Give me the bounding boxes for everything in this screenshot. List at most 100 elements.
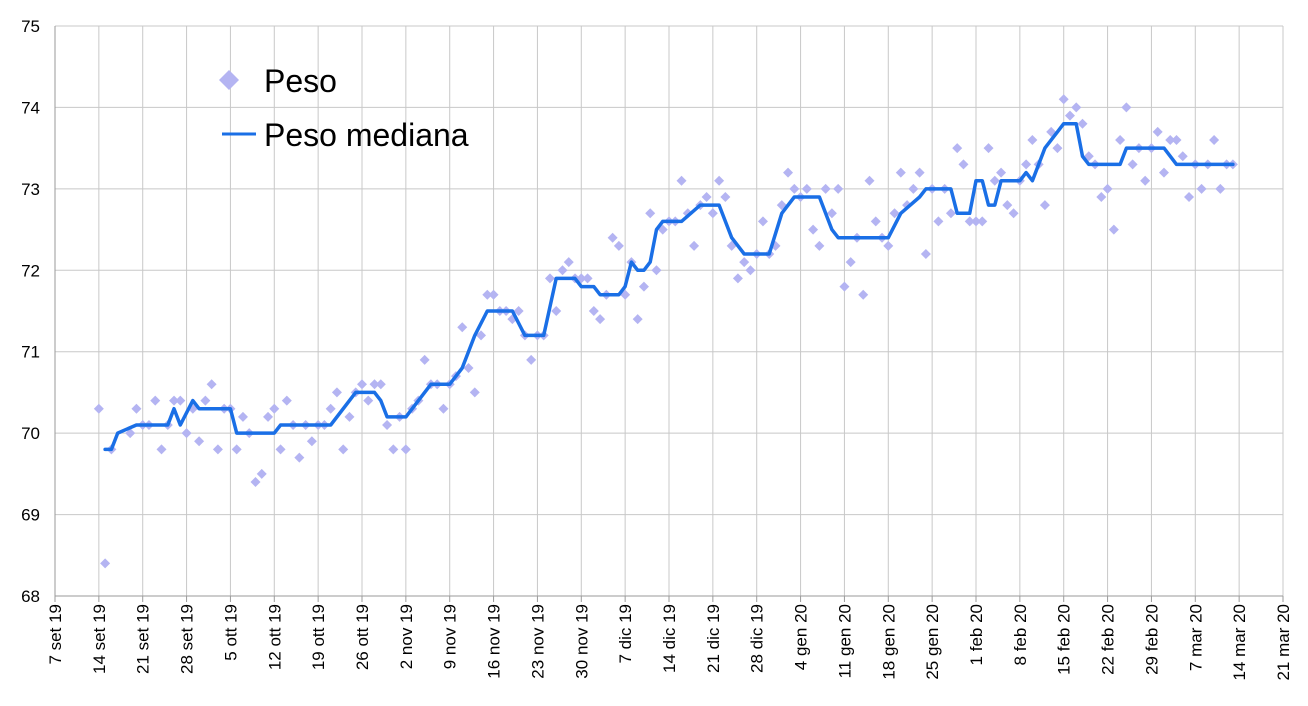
peso-point [864, 175, 875, 186]
y-tick-label: 75 [21, 17, 40, 36]
peso-point [638, 281, 649, 292]
peso-point [883, 240, 894, 251]
x-tick-label: 8 feb 20 [1011, 604, 1030, 665]
peso-point [607, 232, 618, 243]
peso-point [826, 208, 837, 219]
peso-point [1064, 110, 1075, 121]
peso-point [1052, 143, 1063, 154]
peso-point [1215, 183, 1226, 194]
peso-point [338, 444, 349, 455]
peso-point [256, 468, 267, 479]
peso-point [463, 363, 474, 373]
peso-point [294, 452, 305, 463]
peso-point [588, 306, 599, 316]
peso-point [1002, 200, 1013, 211]
x-tick-label: 5 ott 19 [221, 604, 240, 661]
peso-point [181, 428, 192, 439]
peso-point [1171, 135, 1182, 145]
peso-point [632, 314, 643, 325]
peso-point [237, 411, 248, 422]
peso-point [1096, 192, 1107, 202]
peso-point [357, 379, 367, 390]
peso-point [732, 273, 743, 284]
peso-point [870, 216, 881, 227]
peso-point [714, 175, 725, 186]
peso-point [169, 395, 180, 406]
peso-point [689, 240, 700, 251]
peso-point [983, 143, 994, 154]
peso-point [457, 322, 468, 333]
peso-point [150, 395, 161, 406]
peso-point [563, 257, 574, 268]
peso-point [1158, 167, 1169, 178]
peso-point [1021, 159, 1032, 170]
legend-peso-mediana-label: Peso mediana [264, 117, 469, 153]
peso-point [889, 208, 900, 219]
peso-mediana-line [103, 121, 1235, 452]
y-tick-label: 68 [21, 587, 40, 606]
peso-point [1039, 200, 1050, 211]
peso-point [93, 403, 104, 414]
legend-peso-label: Peso [264, 63, 337, 99]
peso-point [701, 192, 712, 202]
peso-point [331, 387, 342, 398]
y-tick-label: 73 [21, 180, 40, 199]
x-tick-label: 2 nov 19 [397, 604, 416, 669]
peso-point [989, 175, 1000, 186]
x-tick-label: 1 feb 20 [967, 604, 986, 665]
y-tick-label: 72 [21, 261, 40, 280]
peso-point [513, 306, 524, 316]
peso-point [820, 183, 831, 194]
x-tick-label: 26 ott 19 [353, 604, 372, 670]
peso-point [945, 208, 956, 219]
peso-point [920, 249, 931, 259]
peso-point [613, 240, 624, 251]
peso-point [801, 183, 812, 194]
peso-point [1077, 118, 1088, 129]
peso-point [783, 167, 794, 178]
peso-point [833, 183, 844, 194]
peso-point [206, 379, 217, 390]
peso-point [476, 330, 487, 341]
peso-point [1115, 135, 1126, 145]
peso-point [382, 420, 393, 430]
peso-point [488, 289, 499, 300]
peso-point [971, 216, 981, 227]
peso-point [720, 192, 731, 202]
peso-point [363, 395, 374, 406]
x-tick-label: 28 set 19 [178, 604, 197, 674]
x-tick-label: 21 set 19 [134, 604, 153, 674]
peso-point [958, 159, 969, 170]
peso-point [707, 208, 718, 219]
x-tick-label: 30 nov 19 [572, 604, 591, 679]
y-axis-labels: 68 69 70 71 72 73 74 75 [21, 17, 40, 606]
peso-point [1184, 192, 1195, 202]
x-tick-label: 29 feb 20 [1142, 604, 1161, 675]
peso-point [388, 444, 399, 455]
peso-point [676, 175, 687, 186]
peso-point [1108, 224, 1119, 235]
peso-point [814, 240, 825, 251]
x-tick-label: 7 dic 19 [616, 604, 635, 664]
peso-mediana-line-group [103, 121, 1235, 452]
peso-point [1177, 151, 1188, 162]
peso-point [1027, 135, 1038, 145]
peso-point [1165, 135, 1176, 145]
peso-point [526, 354, 537, 365]
peso-point [1152, 126, 1163, 137]
y-tick-label: 74 [21, 98, 40, 117]
peso-point [194, 436, 205, 447]
x-tick-label: 15 feb 20 [1055, 604, 1074, 675]
x-tick-label: 14 mar 20 [1230, 604, 1249, 681]
peso-point [789, 183, 800, 194]
peso-point [419, 354, 430, 365]
peso-point [482, 289, 493, 300]
x-tick-label: 11 gen 20 [835, 604, 854, 678]
x-tick-label: 21 dic 19 [704, 604, 723, 673]
peso-point [275, 444, 286, 455]
x-tick-label: 19 ott 19 [309, 604, 328, 670]
peso-point [858, 289, 869, 300]
x-tick-label: 7 set 19 [46, 604, 65, 665]
